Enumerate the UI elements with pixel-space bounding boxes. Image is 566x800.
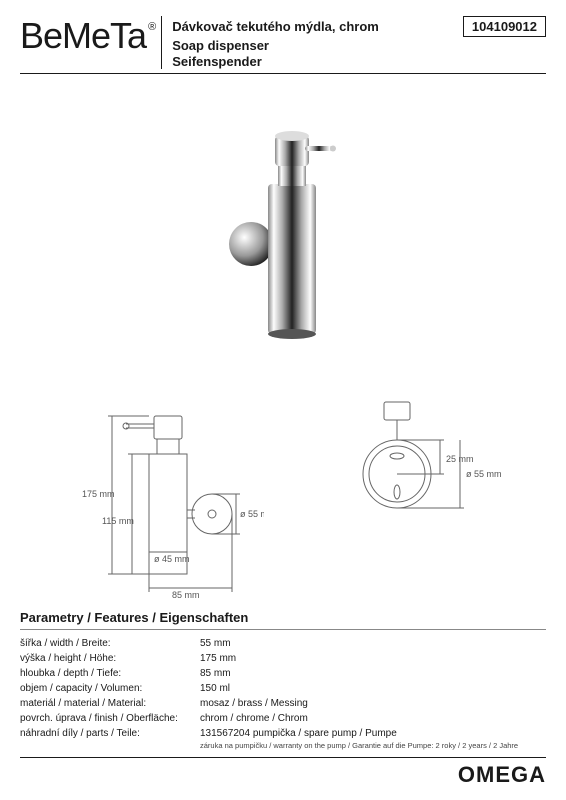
- param-row: náhradní díly / parts / Teile:131567204 …: [20, 726, 546, 741]
- brand-logo: BeMeTa®: [20, 18, 153, 54]
- param-value: 175 mm: [200, 651, 546, 666]
- warranty-note: záruka na pumpičku / warranty on the pum…: [200, 741, 546, 750]
- param-label: šířka / width / Breite:: [20, 636, 200, 651]
- series-name: OMEGA: [458, 762, 546, 787]
- param-row: výška / height / Höhe:175 mm: [20, 651, 546, 666]
- diagram-side: 175 mm 115 mm ø 55 mm ø 45 mm 85 mm: [54, 384, 264, 604]
- footer: OMEGA: [20, 757, 546, 788]
- param-value: chrom / chrome / Chrom: [200, 711, 546, 726]
- logo-wrap: BeMeTa®: [20, 16, 161, 54]
- param-label: materiál / material / Material:: [20, 696, 200, 711]
- param-value: mosaz / brass / Messing: [200, 696, 546, 711]
- dim-d-body: ø 45 mm: [154, 554, 190, 564]
- param-label: náhradní díly / parts / Teile:: [20, 726, 200, 741]
- registered-mark: ®: [148, 21, 155, 33]
- title-en: Soap dispenser: [172, 38, 546, 53]
- diagram-area: 175 mm 115 mm ø 55 mm ø 45 mm 85 mm 25 m…: [20, 374, 546, 604]
- dim-d-mount: ø 55 mm: [240, 509, 264, 519]
- param-label: objem / capacity / Volumen:: [20, 681, 200, 696]
- param-row: hloubka / depth / Tiefe:85 mm: [20, 666, 546, 681]
- dim-top-offset: 25 mm: [446, 454, 474, 464]
- dim-h-total: 175 mm: [82, 489, 115, 499]
- param-value: 55 mm: [200, 636, 546, 651]
- param-label: povrch. úprava / finish / Oberfläche:: [20, 711, 200, 726]
- params-rows: šířka / width / Breite:55 mmvýška / heig…: [20, 636, 546, 741]
- title-cz: Dávkovač tekutého mýdla, chrom: [172, 19, 379, 34]
- header: BeMeTa® Dávkovač tekutého mýdla, chrom 1…: [20, 16, 546, 74]
- params-section: Parametry / Features / Eigenschaften šíř…: [20, 610, 546, 750]
- dim-top-d: ø 55 mm: [466, 469, 502, 479]
- title-de: Seifenspender: [172, 54, 546, 69]
- product-code: 104109012: [463, 16, 546, 37]
- dim-h-body: 115 mm: [102, 516, 134, 526]
- param-row: objem / capacity / Volumen:150 ml: [20, 681, 546, 696]
- param-value: 85 mm: [200, 666, 546, 681]
- param-row: povrch. úprava / finish / Oberfläche:chr…: [20, 711, 546, 726]
- param-value: 150 ml: [200, 681, 546, 696]
- brand-text: BeMeTa: [20, 15, 146, 56]
- product-render: [223, 94, 343, 354]
- header-titles: Dávkovač tekutého mýdla, chrom 104109012…: [161, 16, 546, 69]
- param-label: hloubka / depth / Tiefe:: [20, 666, 200, 681]
- product-image-area: [20, 74, 546, 374]
- diagram-top: 25 mm ø 55 mm: [332, 384, 512, 544]
- dim-depth: 85 mm: [172, 590, 200, 600]
- param-label: výška / height / Höhe:: [20, 651, 200, 666]
- title-row-1: Dávkovač tekutého mýdla, chrom 104109012: [172, 16, 546, 37]
- param-value: 131567204 pumpička / spare pump / Pumpe: [200, 726, 546, 741]
- param-row: materiál / material / Material:mosaz / b…: [20, 696, 546, 711]
- params-title: Parametry / Features / Eigenschaften: [20, 610, 546, 630]
- param-row: šířka / width / Breite:55 mm: [20, 636, 546, 651]
